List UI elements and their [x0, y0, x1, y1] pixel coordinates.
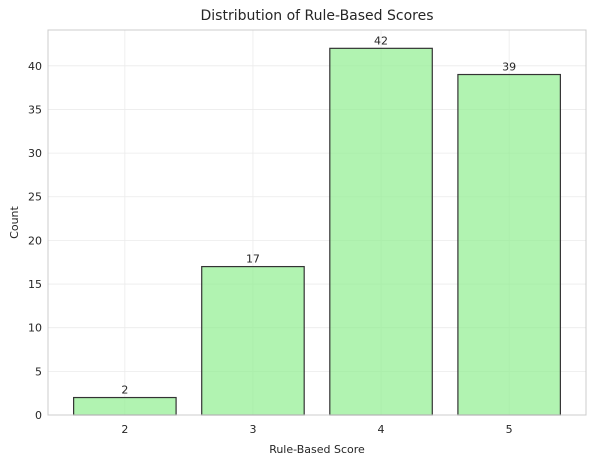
bar-value-label: 17: [246, 253, 260, 266]
bar: [73, 396, 177, 416]
y-tick-label: 20: [28, 234, 42, 247]
x-tick-label: 3: [249, 423, 256, 436]
y-tick-label: 10: [28, 322, 42, 335]
plot-frame: [47, 29, 587, 416]
y-tick-label: 30: [28, 147, 42, 160]
y-tick-label: 0: [35, 409, 42, 422]
bars: [73, 47, 561, 416]
chart-title: Distribution of Rule-Based Scores: [200, 8, 433, 24]
bar: [457, 73, 561, 416]
y-tick-label: 40: [28, 60, 42, 73]
y-axis-ticks: 0 5 10 15 20 25 30 35 40: [28, 60, 42, 422]
y-tick-label: 5: [35, 365, 42, 378]
bar: [201, 265, 305, 416]
y-axis-label: Count: [8, 205, 21, 238]
bar-value-label: 42: [374, 34, 388, 47]
x-tick-label: 4: [378, 423, 385, 436]
x-axis-ticks: 2 3 4 5: [121, 423, 512, 436]
bar-value-label: 39: [502, 61, 516, 74]
y-tick-label: 25: [28, 191, 42, 204]
y-tick-label: 15: [28, 278, 42, 291]
bar-value-label: 2: [121, 384, 128, 397]
data-labels: 2 17 42 39: [121, 34, 516, 396]
x-tick-label: 5: [506, 423, 513, 436]
bar: [329, 47, 433, 416]
x-tick-label: 2: [121, 423, 128, 436]
x-axis-label: Rule-Based Score: [269, 443, 365, 456]
y-tick-label: 35: [28, 103, 42, 116]
